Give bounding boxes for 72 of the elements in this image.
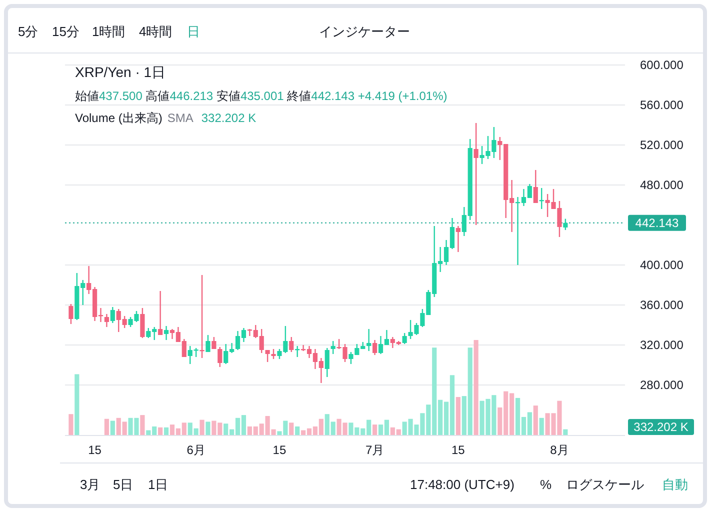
y-tick-label: 560.000 — [640, 98, 684, 112]
candlestick — [402, 332, 407, 345]
candlestick — [456, 225, 460, 253]
text: ログスケール — [566, 477, 644, 492]
text: 1時間 — [92, 24, 126, 39]
text: % — [540, 477, 552, 492]
candlestick — [200, 274, 204, 359]
candlestick — [563, 218, 568, 231]
bar — [140, 415, 145, 435]
bar — [289, 422, 294, 435]
text: 5分 — [18, 24, 38, 39]
text: 1日 — [148, 477, 168, 492]
ref-line-label: 442.143 — [635, 216, 680, 230]
bar — [295, 426, 300, 435]
x-tick-label: 7月 — [365, 443, 384, 457]
bar — [206, 422, 210, 435]
x-tick-label: 8月 — [550, 443, 569, 457]
x-tick-label: 15 — [452, 443, 466, 457]
candlestick — [164, 325, 169, 341]
candlestick — [289, 336, 294, 353]
chart-title: XRP/Yen · 1日 — [75, 64, 166, 80]
bar — [456, 397, 460, 435]
text: 5日 — [113, 477, 134, 492]
bar — [372, 424, 378, 435]
candlestick — [140, 307, 145, 339]
annotation: SMA — [167, 111, 194, 125]
text: 日 — [187, 24, 200, 39]
text: 4時間 — [139, 24, 172, 39]
text: インジケーター — [319, 24, 410, 39]
candlestick — [474, 122, 478, 226]
candlestick — [324, 347, 330, 378]
bar — [110, 420, 115, 435]
candlestick — [68, 303, 74, 325]
candlestick — [271, 348, 276, 360]
chart-title: Volume (出来高) — [75, 111, 162, 125]
text: 3月 — [80, 477, 100, 492]
text: 332.202 K — [634, 420, 688, 434]
y-tick-label: 480.000 — [640, 178, 684, 192]
text: 15分 — [52, 24, 80, 39]
bar — [539, 418, 544, 435]
candlestick — [330, 340, 336, 355]
candlestick — [366, 328, 372, 352]
candlestick — [265, 349, 270, 363]
candlestick — [533, 169, 538, 204]
bar — [104, 418, 109, 435]
bar — [74, 374, 80, 435]
text: 自動 — [662, 477, 688, 492]
text: 17:48:00 (UTC+9) — [410, 477, 514, 492]
candlestick — [158, 290, 163, 336]
bar — [200, 420, 204, 435]
bar — [158, 427, 163, 435]
bar — [68, 414, 74, 435]
candlestick — [218, 346, 222, 368]
bar — [563, 429, 568, 435]
y-tick-label: 400.000 — [640, 258, 684, 272]
y-tick-label: 360.000 — [640, 298, 684, 312]
bar — [164, 427, 169, 435]
candlestick — [372, 339, 378, 356]
x-tick-label: 15 — [88, 443, 102, 457]
y-tick-label: 520.000 — [640, 138, 684, 152]
candlestick — [206, 334, 210, 353]
bar — [533, 406, 538, 435]
y-tick-label: 280.000 — [640, 378, 684, 392]
x-tick-label: 15 — [272, 443, 286, 457]
y-tick-label: 320.000 — [640, 338, 684, 352]
candlestick — [104, 313, 109, 328]
annotation: 332.202 K — [201, 111, 256, 125]
bar — [474, 340, 478, 435]
text: 始値437.500 高値446.213 安値435.001 終値442.143 +4.419 (+1.01%) — [75, 89, 448, 103]
x-tick-label: 6月 — [186, 443, 206, 457]
candlestick — [110, 306, 115, 324]
y-tick-label: 600.000 — [640, 58, 684, 72]
